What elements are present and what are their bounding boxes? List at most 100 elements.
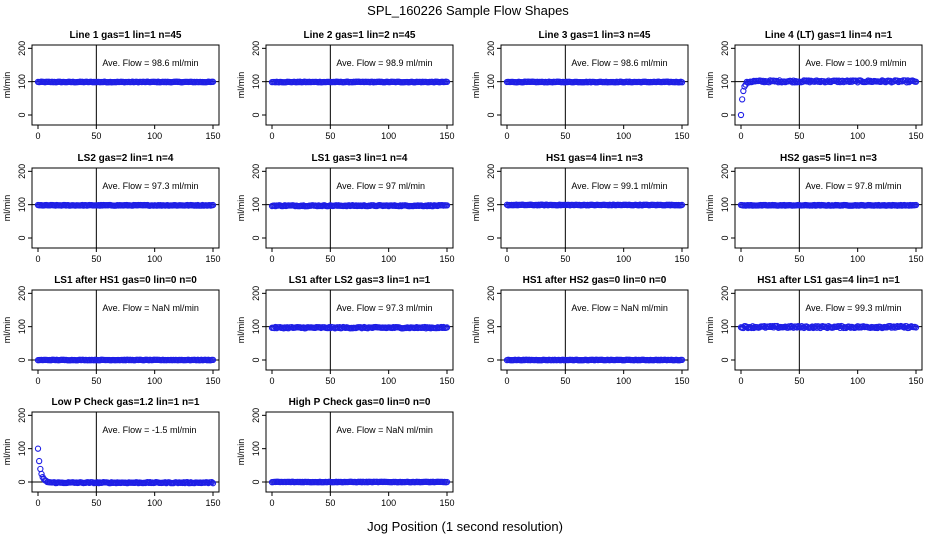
x-tick-label: 150: [205, 376, 220, 386]
y-tick-label: 0: [486, 235, 496, 240]
y-axis-label: ml/min: [705, 72, 715, 99]
y-tick-label: 200: [251, 408, 261, 423]
y-tick-label: 100: [486, 74, 496, 89]
data-points: [737, 201, 920, 209]
average-flow-annotation: Ave. Flow = 99.3 ml/min: [805, 303, 901, 313]
data-point: [209, 480, 217, 487]
x-tick-label: 50: [560, 254, 570, 264]
x-tick-label: 150: [439, 498, 454, 508]
y-axis-label: ml/min: [236, 317, 246, 344]
x-tick-label: 0: [35, 498, 40, 508]
x-tick-label: 50: [325, 498, 335, 508]
x-tick-label: 50: [325, 131, 335, 141]
average-flow-annotation: Ave. Flow = 97.3 ml/min: [102, 181, 198, 191]
average-flow-annotation: Ave. Flow = NaN ml/min: [336, 425, 433, 435]
x-tick-label: 100: [616, 376, 631, 386]
y-tick-label: 100: [720, 197, 730, 212]
x-tick-label: 50: [91, 376, 101, 386]
y-tick-label: 200: [720, 286, 730, 301]
y-tick-label: 100: [17, 441, 27, 456]
y-axis-label: ml/min: [2, 317, 12, 344]
panel-11: HS1 after HS2 gas=0 lin=0 n=0 0 50 100 150 0 1…: [471, 275, 690, 386]
y-axis-label: ml/min: [2, 195, 12, 222]
data-point: [38, 470, 45, 478]
data-points: [737, 322, 920, 332]
data-point: [34, 445, 42, 452]
x-tick-label: 150: [908, 376, 923, 386]
data-points: [34, 78, 217, 86]
y-axis-label: ml/min: [236, 72, 246, 99]
y-tick-label: 0: [251, 112, 261, 117]
panel-grid: Line 1 gas=1 lin=1 n=45 0 50 100 150 0 100 200 m…: [2, 30, 924, 508]
average-flow-annotation: Ave. Flow = 99.1 ml/min: [571, 181, 667, 191]
y-tick-label: 200: [486, 286, 496, 301]
average-flow-annotation: Ave. Flow = 97.3 ml/min: [336, 303, 432, 313]
y-tick-label: 200: [720, 41, 730, 56]
panel-12: HS1 after LS1 gas=4 lin=1 n=1 0 50 100 150 0 1…: [705, 275, 924, 386]
y-tick-label: 0: [251, 357, 261, 362]
y-axis-label: ml/min: [236, 439, 246, 466]
y-tick-label: 0: [17, 357, 27, 362]
plot-frame: [31, 411, 220, 493]
panel-title: Low P Check gas=1.2 lin=1 n=1: [52, 397, 200, 408]
x-tick-label: 150: [205, 498, 220, 508]
x-tick-label: 0: [269, 254, 274, 264]
x-tick-label: 50: [560, 131, 570, 141]
data-point: [209, 201, 217, 209]
average-flow-annotation: Ave. Flow = NaN ml/min: [571, 303, 668, 313]
x-tick-label: 0: [269, 131, 274, 141]
y-tick-label: 100: [251, 197, 261, 212]
panel-5: LS2 gas=2 lin=1 n=4 0 50 100 150 0 100 200 ml/mi…: [2, 153, 221, 264]
y-tick-label: 0: [17, 235, 27, 240]
figure-title: SPL_160226 Sample Flow Shapes: [367, 3, 569, 18]
x-tick-label: 0: [738, 376, 743, 386]
x-tick-label: 50: [325, 254, 335, 264]
plot-frame: [31, 167, 220, 249]
x-tick-label: 50: [794, 376, 804, 386]
data-points: [34, 201, 217, 209]
x-tick-label: 50: [91, 131, 101, 141]
data-point: [443, 202, 451, 209]
plot-frame: [265, 411, 454, 493]
x-tick-label: 0: [738, 131, 743, 141]
panel-14: High P Check gas=0 lin=0 n=0 0 50 100 150 0 10…: [236, 397, 455, 508]
x-tick-label: 150: [674, 254, 689, 264]
x-tick-label: 100: [616, 131, 631, 141]
panel-title: Line 2 gas=1 lin=2 n=45: [303, 30, 415, 41]
data-point: [678, 356, 686, 364]
y-tick-label: 200: [486, 164, 496, 179]
x-tick-label: 50: [325, 376, 335, 386]
x-tick-label: 50: [794, 131, 804, 141]
plot-frame: [500, 289, 689, 371]
average-flow-annotation: Ave. Flow = 97.8 ml/min: [805, 181, 901, 191]
x-tick-label: 100: [147, 498, 162, 508]
x-tick-label: 150: [908, 131, 923, 141]
panel-9: LS1 after HS1 gas=0 lin=0 n=0 0 50 100 150 0 1…: [2, 275, 221, 386]
data-points: [503, 78, 686, 86]
y-tick-label: 100: [17, 74, 27, 89]
data-point: [208, 479, 215, 486]
panel-7: HS1 gas=4 lin=1 n=3 0 50 100 150 0 100 200 ml/mi…: [471, 153, 690, 264]
data-points: [503, 356, 686, 364]
y-tick-label: 0: [720, 357, 730, 362]
y-tick-label: 200: [486, 41, 496, 56]
panel-13: Low P Check gas=1.2 lin=1 n=1 0 50 100 150 0 1…: [2, 397, 221, 508]
x-tick-label: 50: [560, 376, 570, 386]
x-tick-label: 150: [908, 254, 923, 264]
x-tick-label: 100: [616, 254, 631, 264]
average-flow-annotation: Ave. Flow = 98.6 ml/min: [571, 58, 667, 68]
panel-title: HS1 after HS2 gas=0 lin=0 n=0: [523, 275, 667, 286]
data-point: [209, 356, 217, 364]
x-tick-label: 0: [35, 131, 40, 141]
data-points: [737, 77, 920, 119]
y-tick-label: 200: [720, 164, 730, 179]
y-tick-label: 200: [17, 41, 27, 56]
panel-title: Line 4 (LT) gas=1 lin=4 n=1: [765, 30, 893, 41]
panel-title: LS1 after HS1 gas=0 lin=0 n=0: [54, 275, 197, 286]
plot-frame: [265, 44, 454, 126]
panel-title: HS1 gas=4 lin=1 n=3: [546, 153, 643, 164]
x-tick-label: 0: [504, 254, 509, 264]
x-tick-label: 100: [381, 498, 396, 508]
y-tick-label: 200: [17, 286, 27, 301]
average-flow-annotation: Ave. Flow = 100.9 ml/min: [805, 58, 906, 68]
